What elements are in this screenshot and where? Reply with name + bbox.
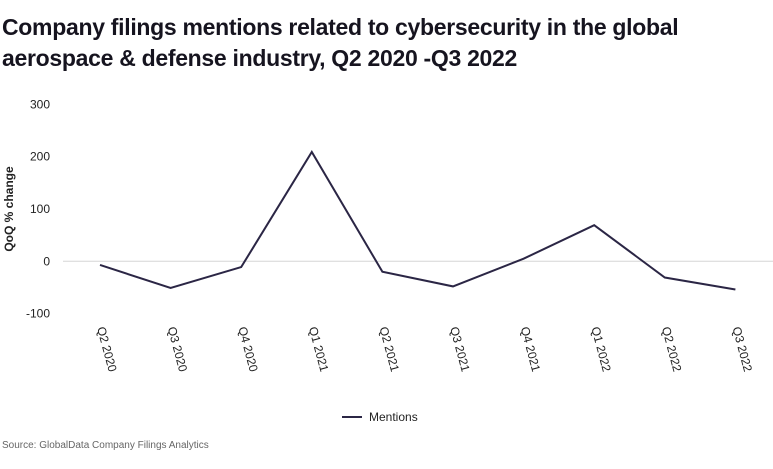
y-tick-label: 300 — [30, 97, 50, 111]
x-tick-label: Q3 2022 — [730, 325, 756, 373]
x-tick-label: Q1 2021 — [306, 325, 332, 373]
y-tick-label: 100 — [30, 202, 50, 216]
x-tick-label: Q3 2020 — [165, 325, 191, 373]
x-tick-label: Q2 2022 — [659, 325, 685, 373]
x-tick-label: Q3 2021 — [447, 325, 473, 373]
y-tick-label: 200 — [30, 150, 50, 164]
x-tick-label: Q4 2020 — [235, 325, 261, 373]
legend-label: Mentions — [369, 410, 418, 424]
x-tick-label: Q4 2021 — [518, 325, 544, 373]
source-note: Source: GlobalData Company Filings Analy… — [2, 440, 209, 451]
y-tick-label: 0 — [43, 254, 50, 268]
chart-title: Company filings mentions related to cybe… — [2, 14, 679, 71]
x-tick-label: Q2 2020 — [94, 325, 120, 373]
y-axis-label: QoQ % change — [2, 166, 16, 252]
y-tick-label: -100 — [26, 307, 50, 321]
x-tick-label: Q1 2022 — [588, 325, 614, 373]
x-tick-label: Q2 2021 — [377, 325, 403, 373]
series-line-mentions — [99, 150, 736, 291]
